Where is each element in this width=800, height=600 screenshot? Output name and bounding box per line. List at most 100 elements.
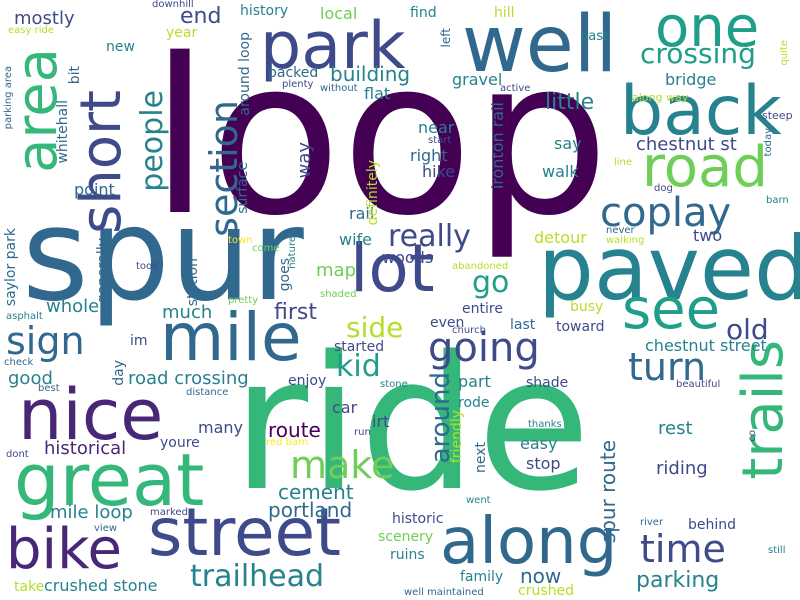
word-youre: youre [160, 435, 200, 451]
word-historical: historical [44, 438, 127, 459]
word-point: point [74, 180, 115, 199]
word-nice: nice [18, 374, 164, 456]
word-past: past [580, 29, 609, 44]
word-parking: parking [636, 568, 720, 593]
word-say: say [554, 134, 582, 153]
word-trails: trails [731, 340, 796, 480]
word-lot: lot [350, 230, 435, 307]
word-rail: rail [349, 204, 375, 223]
word-paved: paved [538, 217, 800, 320]
word-detour: detour [534, 228, 587, 247]
word-barn: barn [766, 195, 789, 206]
word-hike: hike [422, 162, 456, 181]
word-thanks: thanks [528, 419, 562, 430]
word-surface: surface [235, 162, 251, 214]
word-easy-ride: easy ride [8, 25, 54, 36]
word-walking: walking [606, 235, 645, 246]
word-distance: distance [186, 387, 229, 398]
word-mile: mile [160, 299, 302, 376]
word-kid: kid [336, 349, 381, 384]
word-road: road [642, 135, 768, 200]
word-saylor-park: saylor park [3, 228, 19, 307]
word-definitely: definitely [365, 160, 381, 226]
word-year: year [166, 25, 198, 41]
word-shade: shade [526, 375, 569, 391]
word-stone: stone [380, 379, 408, 390]
word-good: good [8, 368, 53, 389]
word-start: start [428, 135, 452, 146]
word-asphalt: asphalt [6, 311, 43, 322]
word-never: never [606, 225, 635, 236]
word-road-crossing: road crossing [128, 368, 249, 389]
word-shaded: shaded [320, 289, 357, 300]
word-much: much [162, 302, 213, 323]
word-come: come [252, 243, 280, 254]
word-co: co [747, 430, 758, 442]
word-im: im [130, 333, 148, 349]
word-really: really [388, 219, 471, 254]
word-historic: historic [392, 511, 444, 527]
word-walk: walk [542, 162, 579, 181]
word-check: check [4, 357, 34, 368]
word-scenery: scenery [378, 529, 434, 545]
word-went: went [466, 495, 491, 506]
word-part: part [458, 372, 491, 391]
word-marked: marked [150, 507, 188, 518]
word-loop: loop [150, 12, 610, 263]
word-park: park [260, 9, 406, 84]
word-chestnut-st: chestnut st [636, 134, 737, 155]
word-without: without [320, 83, 358, 94]
word-well-maintained: well maintained [404, 587, 484, 598]
word-plenty: plenty [282, 79, 314, 90]
word-river: river [640, 517, 664, 528]
word-dont: dont [6, 449, 29, 460]
word-rest: rest [658, 418, 693, 439]
word-packed: packed [268, 65, 319, 81]
word-many: many [198, 418, 243, 437]
word-riding: riding [656, 458, 708, 479]
word-route: route [268, 418, 321, 442]
word-near: near [418, 118, 455, 137]
word-bit: bit [67, 66, 83, 85]
word-gravel: gravel [452, 70, 503, 89]
word-old: old [726, 313, 769, 346]
word-dog: dog [654, 183, 673, 194]
word-mile-loop: mile loop [50, 502, 133, 523]
word-woods: woods [382, 248, 434, 267]
word-downhill: downhill [152, 0, 194, 10]
word-go: go [472, 265, 510, 300]
word-crossing: crossing [640, 37, 756, 70]
word-coplay: coplay [600, 190, 732, 236]
word-steep: steep [762, 109, 793, 122]
word-took: took [136, 261, 158, 272]
word-first: first [274, 300, 317, 325]
word-back: back [620, 72, 782, 151]
word-ride: ride [232, 316, 591, 532]
word-portland: portland [268, 498, 353, 522]
word-church: church [452, 325, 486, 336]
word-trailhead: trailhead [190, 559, 325, 594]
word-whole: whole [46, 296, 100, 317]
word-entire: entire [462, 301, 503, 317]
word-active: active [500, 83, 531, 94]
word-irt: irt [372, 412, 390, 431]
word-busy: busy [570, 299, 604, 315]
word-two: two [693, 226, 723, 245]
word-well: well [462, 0, 618, 90]
word-toward: toward [556, 319, 605, 335]
word-family: family [460, 569, 504, 585]
word-side: side [346, 311, 404, 344]
word-easy: easy [520, 434, 558, 453]
word-short: short [69, 90, 134, 234]
word-one: one [655, 0, 760, 60]
word-local: local [320, 4, 358, 23]
word-generally: generally [95, 238, 111, 304]
word-line: line [614, 157, 633, 168]
word-around-loop: around loop [237, 32, 253, 116]
word-behind: behind [688, 517, 737, 533]
word-crushed: crushed [518, 583, 574, 599]
word-chestnut-street: chestnut street [645, 336, 767, 355]
word-history: history [240, 3, 289, 19]
word-abandoned: abandoned [452, 261, 509, 272]
